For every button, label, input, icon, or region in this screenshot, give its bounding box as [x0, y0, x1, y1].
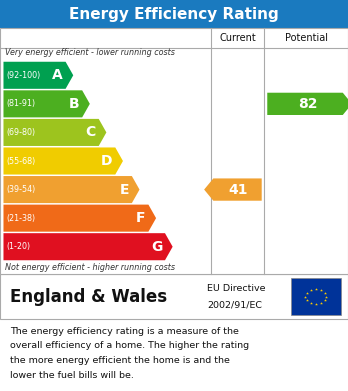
Text: Current: Current [219, 33, 256, 43]
Polygon shape [3, 90, 90, 117]
Text: (1-20): (1-20) [6, 242, 30, 251]
Text: overall efficiency of a home. The higher the rating: overall efficiency of a home. The higher… [10, 341, 250, 350]
Text: (21-38): (21-38) [6, 213, 35, 222]
Text: G: G [151, 240, 162, 254]
Text: the more energy efficient the home is and the: the more energy efficient the home is an… [10, 356, 230, 365]
Text: D: D [101, 154, 112, 168]
Text: A: A [52, 68, 63, 82]
Text: 2002/91/EC: 2002/91/EC [207, 301, 262, 310]
Text: F: F [136, 211, 145, 225]
Polygon shape [3, 233, 173, 260]
Text: lower the fuel bills will be.: lower the fuel bills will be. [10, 371, 134, 380]
Polygon shape [204, 178, 262, 201]
Text: Energy Efficiency Rating: Energy Efficiency Rating [69, 7, 279, 22]
Bar [0, 274, 348, 319]
Polygon shape [267, 93, 348, 115]
Text: (39-54): (39-54) [6, 185, 35, 194]
Text: EU Directive: EU Directive [207, 284, 266, 293]
Text: Very energy efficient - lower running costs: Very energy efficient - lower running co… [5, 48, 175, 57]
Text: (55-68): (55-68) [6, 156, 35, 165]
Text: England & Wales: England & Wales [10, 287, 168, 305]
Text: Not energy efficient - higher running costs: Not energy efficient - higher running co… [5, 263, 175, 272]
Polygon shape [3, 204, 156, 232]
Text: C: C [86, 126, 96, 140]
Polygon shape [3, 119, 106, 146]
Text: (92-100): (92-100) [6, 71, 40, 80]
Text: 41: 41 [228, 183, 248, 197]
Text: B: B [69, 97, 79, 111]
Polygon shape [3, 62, 73, 89]
Bar [0, 28, 348, 274]
Text: (69-80): (69-80) [6, 128, 35, 137]
Text: E: E [120, 183, 129, 197]
Text: Potential: Potential [285, 33, 328, 43]
Text: The energy efficiency rating is a measure of the: The energy efficiency rating is a measur… [10, 327, 239, 336]
Polygon shape [3, 176, 140, 203]
Bar [291, 278, 341, 315]
Text: 82: 82 [298, 97, 318, 111]
Text: (81-91): (81-91) [6, 99, 35, 108]
Polygon shape [3, 147, 123, 174]
Bar [0, 0, 348, 28]
